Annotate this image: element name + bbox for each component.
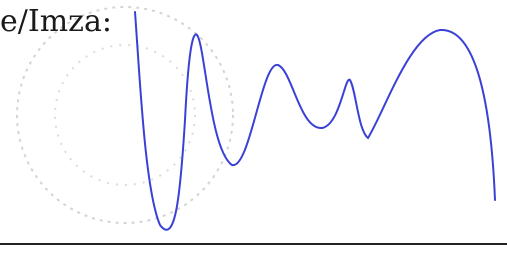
signature-label: e/Imza: bbox=[0, 2, 112, 42]
page: e/Imza: (() => { const data = JSON.parse… bbox=[0, 0, 507, 257]
signature bbox=[135, 12, 495, 230]
